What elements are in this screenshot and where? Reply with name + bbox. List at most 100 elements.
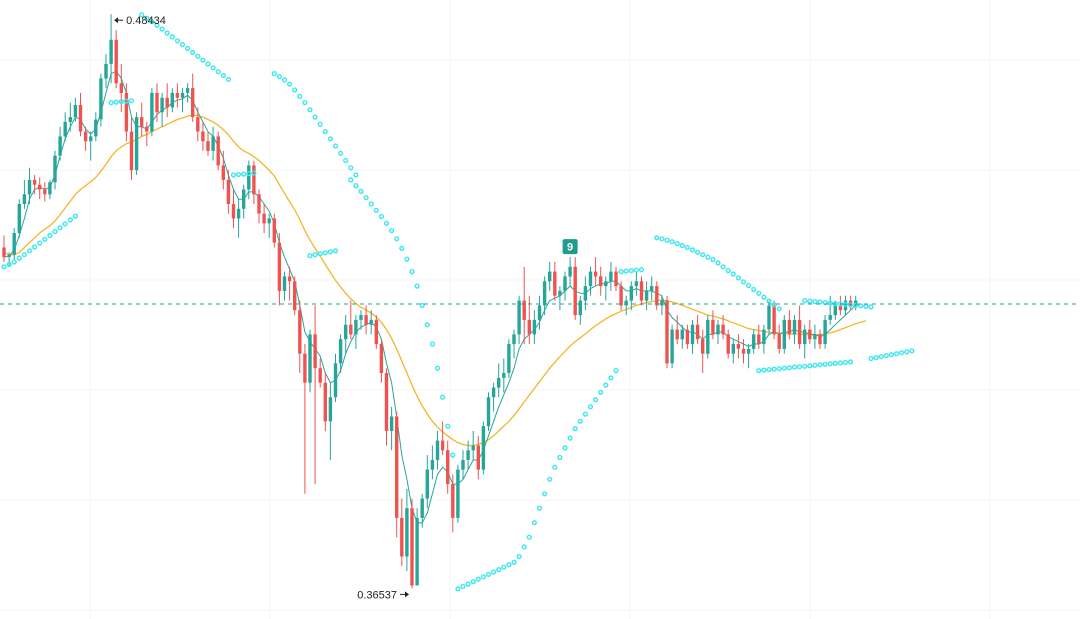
candle bbox=[68, 102, 72, 132]
high-marker: 0.48434 bbox=[114, 15, 166, 27]
candle-body bbox=[53, 155, 57, 183]
sar-dot bbox=[608, 375, 614, 381]
sar-dot bbox=[592, 397, 599, 403]
sar-dot bbox=[317, 121, 323, 127]
candle-body bbox=[68, 117, 72, 122]
candle bbox=[792, 315, 797, 345]
sar-dot bbox=[776, 306, 782, 312]
candle bbox=[78, 92, 83, 137]
candle-body bbox=[803, 329, 807, 345]
candle bbox=[226, 170, 231, 214]
candle bbox=[150, 88, 154, 137]
candle-body bbox=[599, 276, 603, 287]
candle bbox=[140, 102, 144, 137]
candle bbox=[568, 257, 572, 287]
candle-body bbox=[83, 131, 88, 142]
sar-dot bbox=[174, 38, 180, 44]
candle-body bbox=[313, 334, 317, 369]
candle bbox=[440, 421, 445, 456]
candle bbox=[762, 324, 766, 354]
candle-body bbox=[553, 271, 557, 296]
candle bbox=[43, 182, 47, 202]
candle bbox=[803, 324, 807, 359]
candle bbox=[629, 281, 633, 311]
sar-dot bbox=[11, 259, 17, 265]
candle-body bbox=[818, 334, 822, 345]
candle bbox=[267, 213, 271, 238]
candle bbox=[145, 121, 149, 147]
candle-body bbox=[405, 508, 409, 557]
sar-dot bbox=[195, 53, 201, 59]
candle bbox=[185, 83, 190, 103]
low-price-label: 0.36537 bbox=[357, 589, 397, 601]
candle-body bbox=[99, 78, 103, 120]
candle-body bbox=[787, 319, 792, 335]
sar-dot bbox=[812, 362, 818, 368]
sar-dot bbox=[343, 157, 349, 164]
candle bbox=[558, 286, 562, 311]
sar-dot bbox=[363, 195, 369, 201]
candle bbox=[655, 281, 659, 311]
candle bbox=[277, 232, 282, 306]
sar-dot bbox=[506, 562, 512, 568]
sar-dot bbox=[756, 368, 762, 374]
sar-dot bbox=[281, 77, 288, 83]
sar-dot bbox=[26, 248, 33, 254]
sar-dot bbox=[694, 249, 701, 255]
sar-dot bbox=[613, 368, 619, 374]
candle-body bbox=[660, 300, 664, 306]
candle-body bbox=[680, 329, 684, 340]
parabolic-sar-dots bbox=[1, 12, 915, 592]
candle bbox=[497, 363, 501, 398]
candle-body bbox=[89, 136, 93, 142]
candle bbox=[410, 498, 414, 589]
sar-dot bbox=[812, 299, 818, 305]
candle-body bbox=[38, 184, 42, 190]
candle bbox=[599, 266, 603, 296]
candle bbox=[333, 353, 338, 402]
candle-body bbox=[104, 64, 108, 79]
candle bbox=[17, 199, 21, 238]
sar-dot bbox=[853, 302, 859, 308]
candle bbox=[481, 421, 486, 475]
candle-body bbox=[446, 450, 450, 485]
candles bbox=[2, 14, 858, 589]
sar-dot bbox=[735, 275, 741, 281]
candle bbox=[777, 324, 781, 354]
signal-badge-box[interactable] bbox=[562, 239, 578, 255]
candle-body bbox=[231, 204, 236, 219]
candle-body bbox=[170, 92, 174, 108]
candle-body bbox=[7, 254, 11, 258]
sar-dot bbox=[353, 183, 359, 189]
candle-body bbox=[537, 305, 542, 320]
candle bbox=[813, 324, 817, 349]
sar-dot bbox=[297, 93, 303, 99]
sar-dot bbox=[847, 359, 854, 365]
sar-dot bbox=[842, 359, 849, 365]
signal-badge[interactable]: 9 bbox=[562, 239, 578, 255]
candle bbox=[731, 339, 735, 364]
sar-dot bbox=[898, 350, 905, 356]
sar-dot bbox=[419, 302, 425, 308]
sar-dot bbox=[373, 207, 379, 213]
candle-body bbox=[48, 182, 52, 195]
candle bbox=[349, 300, 353, 340]
candle-body bbox=[588, 271, 593, 287]
candle-body bbox=[323, 382, 327, 422]
candle-body bbox=[410, 508, 414, 586]
sar-dot bbox=[541, 491, 548, 497]
candle-body bbox=[196, 117, 200, 132]
candle-body bbox=[318, 368, 322, 383]
candle bbox=[675, 315, 679, 345]
candle bbox=[665, 295, 669, 369]
sar-dot bbox=[332, 143, 339, 149]
candle-body bbox=[573, 266, 577, 316]
sar-dot bbox=[460, 583, 466, 590]
candle bbox=[491, 382, 496, 412]
candle bbox=[609, 261, 613, 291]
candle-body bbox=[491, 387, 496, 398]
candle bbox=[191, 73, 195, 122]
candle bbox=[211, 126, 215, 161]
sar-dot bbox=[215, 69, 221, 75]
